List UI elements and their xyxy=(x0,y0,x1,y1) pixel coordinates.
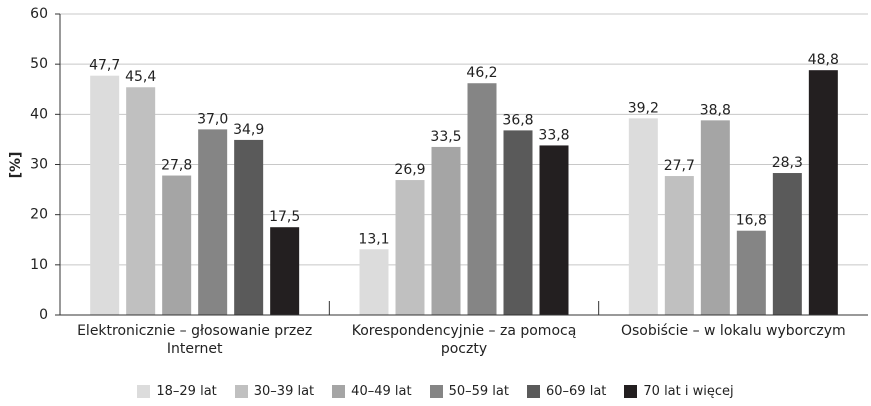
bar xyxy=(808,70,838,315)
legend-item: 18–29 lat xyxy=(137,384,217,399)
data-label: 26,9 xyxy=(394,162,425,178)
data-label: 48,8 xyxy=(808,52,839,68)
bar xyxy=(736,230,766,315)
data-label: 47,7 xyxy=(89,58,120,74)
bar xyxy=(198,129,228,315)
bar xyxy=(234,139,264,315)
data-label: 37,0 xyxy=(197,111,228,127)
legend-swatch xyxy=(332,385,346,398)
bar xyxy=(664,176,694,315)
y-tick-label: 20 xyxy=(30,207,48,223)
legend-item: 50–59 lat xyxy=(429,384,509,399)
legend-swatch xyxy=(429,385,443,398)
legend-label: 60–69 lat xyxy=(545,384,607,399)
data-label: 33,8 xyxy=(538,127,569,143)
data-label: 36,8 xyxy=(502,112,533,128)
legend-label: 70 lat i więcej xyxy=(643,384,734,399)
y-tick-label: 30 xyxy=(30,157,48,173)
data-label: 39,2 xyxy=(628,100,659,116)
data-label: 16,8 xyxy=(736,213,767,229)
legend-label: 40–49 lat xyxy=(351,384,412,399)
bar xyxy=(503,130,533,315)
data-label: 38,8 xyxy=(700,102,731,118)
bar xyxy=(772,173,802,315)
legend: 18–29 lat 30–39 lat 40–49 lat 50–59 lat 60–6… xyxy=(0,384,871,399)
legend-item: 40–49 lat xyxy=(332,384,412,399)
legend-swatch xyxy=(526,385,540,398)
bar xyxy=(467,83,497,315)
data-label: 27,8 xyxy=(161,158,192,174)
legend-label: 18–29 lat xyxy=(156,384,217,399)
bar xyxy=(126,87,156,315)
legend-swatch xyxy=(137,385,151,398)
y-tick-label: 40 xyxy=(30,106,48,122)
bar xyxy=(700,120,730,315)
y-tick-label: 10 xyxy=(30,257,48,273)
data-label: 13,1 xyxy=(358,231,389,247)
data-label: 45,4 xyxy=(125,69,156,85)
y-axis-label: [%] xyxy=(8,152,24,179)
bar xyxy=(90,75,120,315)
bar xyxy=(395,180,425,315)
x-tick-label: Korespondencyjnie – za pomocą poczty xyxy=(351,323,577,357)
data-label: 28,3 xyxy=(772,155,803,171)
legend-swatch xyxy=(624,385,638,398)
legend-label: 50–59 lat xyxy=(448,384,509,399)
y-tick-label: 50 xyxy=(30,56,48,72)
y-tick-label: 0 xyxy=(39,307,48,323)
x-tick-label: Osobiście – w lokalu wyborczym xyxy=(620,323,846,339)
legend-label: 30–39 lat xyxy=(253,384,315,399)
bar xyxy=(270,227,300,315)
legend-swatch xyxy=(234,385,248,398)
legend-item: 30–39 lat xyxy=(234,384,315,399)
bar xyxy=(628,118,658,315)
bar xyxy=(431,146,461,315)
bar xyxy=(162,175,192,315)
bar xyxy=(359,249,389,315)
data-label: 33,5 xyxy=(430,129,461,145)
data-label: 46,2 xyxy=(466,65,497,81)
bar xyxy=(539,145,569,315)
legend-item: 60–69 lat xyxy=(526,384,607,399)
data-label: 34,9 xyxy=(233,122,264,138)
data-label: 17,5 xyxy=(269,209,300,225)
legend-item: 70 lat i więcej xyxy=(624,384,734,399)
y-tick-label: 60 xyxy=(30,6,48,22)
data-label: 27,7 xyxy=(664,158,695,174)
x-tick-label: Elektronicznie – głosowanie przez Intern… xyxy=(77,323,313,357)
